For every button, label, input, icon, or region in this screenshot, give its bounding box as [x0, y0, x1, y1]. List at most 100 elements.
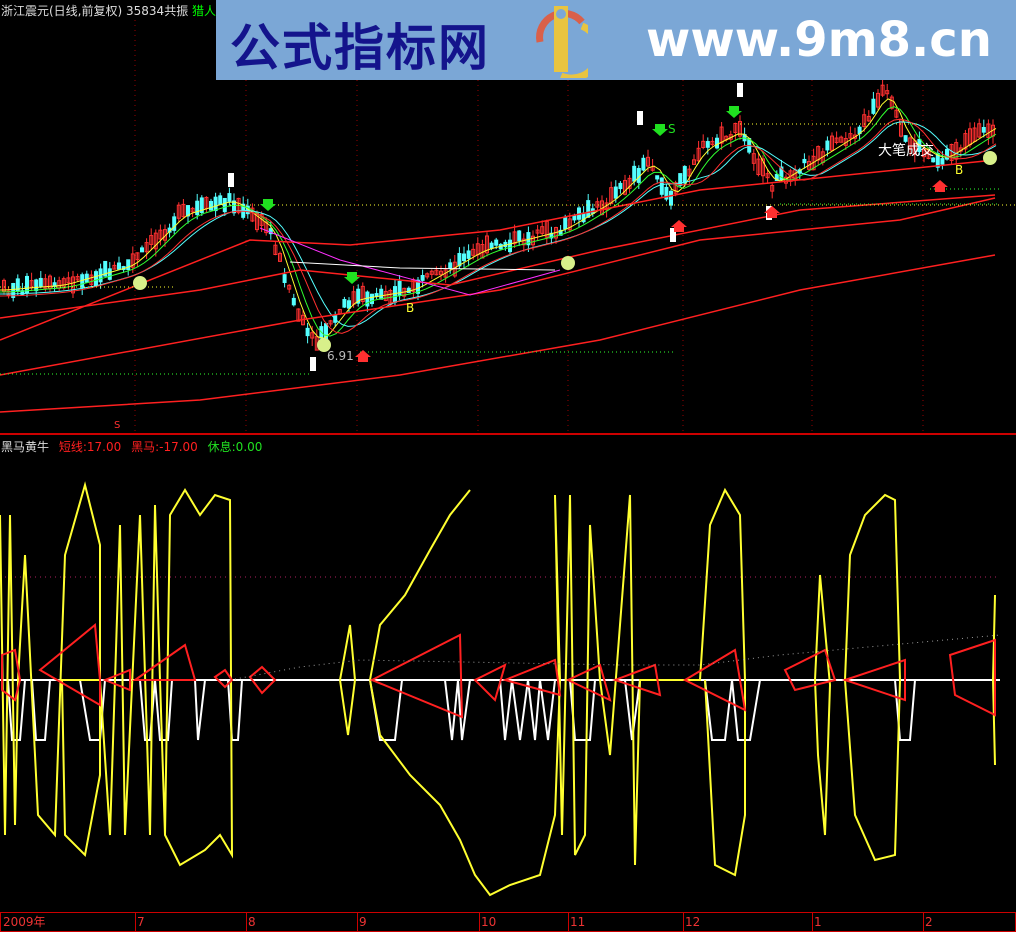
candle [894, 109, 899, 118]
candle [738, 121, 742, 137]
candle [489, 242, 494, 249]
candle [2, 279, 6, 292]
date-axis: 2009年 7 8 9 10 11 12 1 2 [0, 912, 1016, 932]
candle [434, 269, 439, 276]
candle [103, 260, 108, 277]
candle [425, 273, 430, 278]
candle [494, 239, 499, 246]
candle [807, 160, 811, 170]
candle [678, 173, 683, 186]
date-label: 8 [246, 913, 256, 931]
candle [181, 203, 186, 218]
candle [34, 279, 39, 292]
candle [439, 270, 443, 276]
candle [940, 158, 945, 165]
signal-bar-icon [737, 83, 743, 97]
candle [751, 153, 756, 164]
date-label: 1 [812, 913, 822, 931]
yellow-wave-right [814, 574, 832, 836]
candle [328, 320, 333, 325]
candle [379, 288, 384, 300]
candle [687, 168, 692, 177]
candle [282, 274, 287, 284]
candle [153, 232, 158, 250]
candle [774, 173, 779, 182]
apple-icon [983, 151, 997, 165]
candle [195, 200, 200, 216]
panel-divider[interactable] [0, 433, 1016, 435]
value-dark-horse: 黑马:-17.00 [131, 440, 198, 454]
candle [75, 276, 80, 281]
candle [586, 200, 591, 218]
candle [130, 253, 135, 268]
candle [682, 166, 687, 184]
candle [209, 200, 213, 211]
candle [287, 284, 292, 290]
date-label: 9 [357, 913, 367, 931]
candle [356, 288, 361, 304]
candle [213, 196, 218, 212]
candle [457, 253, 462, 267]
candle [117, 262, 121, 270]
candle [485, 235, 489, 254]
candle [531, 235, 535, 246]
candle [853, 134, 857, 139]
candle [719, 126, 724, 144]
candle [291, 297, 296, 306]
candle [641, 157, 646, 171]
candle [222, 197, 227, 213]
candle [190, 207, 195, 213]
candle [84, 273, 89, 283]
candle [360, 285, 365, 302]
candle [655, 175, 660, 180]
ma-red-60 [0, 194, 996, 319]
watermark-banner: 公式指标网 www.9m8.cn [216, 0, 1016, 80]
candle [112, 264, 117, 270]
candle [692, 159, 696, 165]
candle [420, 274, 425, 281]
arrow-down-icon [726, 106, 742, 118]
candle [218, 195, 223, 206]
candle [296, 308, 301, 322]
candle [94, 271, 98, 287]
candle [48, 275, 52, 289]
arrow-down-icon [344, 272, 360, 284]
candle [535, 229, 540, 234]
value-short-line: 短线:17.00 [58, 440, 122, 454]
candle [779, 166, 784, 181]
candle [613, 186, 618, 199]
candle [908, 137, 913, 149]
price-chart[interactable]: 6.91 大笔成交 B B S S [0, 0, 1016, 432]
candle [839, 136, 844, 143]
ma-cyan [0, 121, 997, 327]
arrow-down-icon [260, 199, 276, 211]
watermark-url: www.9m8.cn [646, 12, 992, 68]
yellow-wave-big-2 [844, 493, 902, 862]
ma-red-120 [0, 197, 996, 376]
candle [701, 140, 706, 148]
ma-yellow [0, 98, 997, 339]
candle [954, 142, 959, 160]
candle [429, 270, 434, 275]
candle [627, 177, 632, 189]
red-triangles [0, 623, 996, 719]
candle [885, 90, 890, 95]
candle [922, 148, 926, 158]
ma-green [0, 106, 997, 337]
candle [903, 135, 908, 142]
sell-marker: S [668, 122, 676, 136]
ma-magenta [259, 227, 561, 296]
buy-marker: B [406, 301, 414, 315]
candle [705, 141, 710, 148]
oscillator-chart[interactable] [0, 455, 1016, 910]
candle [521, 238, 526, 246]
value-rest: 休息:0.00 [207, 440, 263, 454]
watermark-logo-icon [536, 6, 588, 78]
candle [567, 218, 572, 231]
yellow-wave-big [368, 487, 746, 897]
candle [227, 193, 232, 202]
candle [871, 98, 876, 114]
candle [889, 96, 894, 109]
resonance-count: 35834共振 [126, 4, 189, 18]
candle [830, 135, 834, 151]
